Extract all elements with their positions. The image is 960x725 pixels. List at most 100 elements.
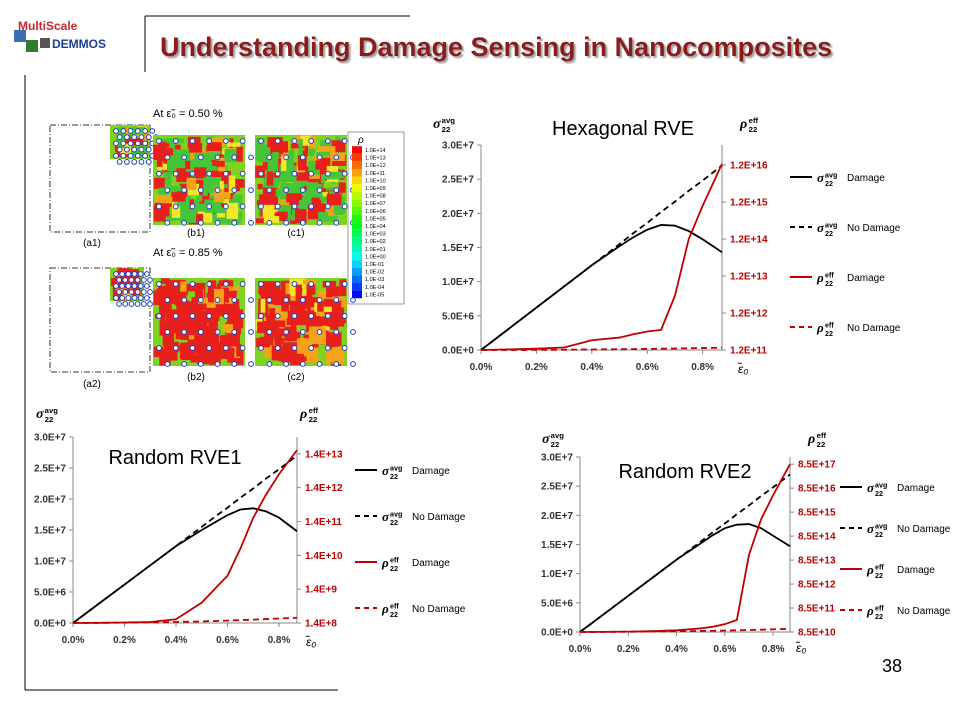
legend-label: Damage	[412, 558, 450, 569]
colorbar-label: 1.0E+07	[365, 201, 386, 207]
symbol-sup: avg	[825, 171, 837, 179]
fiber	[134, 152, 141, 159]
fiber	[214, 187, 221, 193]
fiber	[248, 361, 254, 367]
symbol-sub: 22	[825, 230, 833, 238]
x-tick-label: 0.0%	[470, 362, 493, 373]
contour-cell	[216, 349, 230, 357]
y2-tick-label: 8.5E+13	[798, 556, 836, 567]
symbol: ρ	[739, 117, 747, 132]
fiber	[128, 277, 135, 283]
contour-cell	[174, 291, 187, 306]
series-line	[579, 523, 791, 633]
y-tick-label: 5.0E+6	[442, 311, 474, 322]
fiber	[333, 361, 340, 367]
contour-cell	[188, 335, 195, 340]
contour-cell	[221, 342, 232, 348]
x-axis-label: ε̃₀	[737, 361, 748, 376]
contour-cell	[226, 202, 239, 219]
contour-cell	[219, 180, 224, 190]
contour-cell	[329, 336, 339, 354]
legend-label: Damage	[412, 466, 450, 477]
contour-cell	[257, 183, 263, 190]
contour-cell	[196, 354, 214, 365]
contour-cell	[262, 157, 270, 171]
x-tick-label: 0.4%	[165, 635, 188, 646]
fiber	[172, 281, 179, 287]
contour-cell	[110, 278, 123, 287]
contour-cell	[305, 302, 315, 308]
y-tick-label: 3.0E+7	[34, 433, 66, 444]
fiber	[156, 203, 162, 210]
symbol-sub: 22	[817, 440, 826, 449]
legend-label: No Damage	[897, 524, 951, 535]
fiber	[291, 281, 298, 287]
series-line	[72, 616, 298, 624]
fiber	[116, 146, 123, 153]
y-tick-label: 1.5E+7	[442, 243, 474, 254]
colorbar-label: 1.0E+10	[365, 178, 386, 184]
contour-cell	[256, 151, 263, 161]
contour-cell	[194, 296, 199, 309]
contour-cell	[290, 208, 296, 221]
y-tick-label: 2.5E+7	[541, 482, 573, 493]
symbol-sub: 22	[875, 613, 883, 621]
contour-cell	[160, 278, 170, 284]
contour-cell	[289, 331, 301, 341]
fiber	[116, 277, 122, 283]
contour-cell	[315, 160, 321, 170]
fiber	[142, 128, 148, 134]
symbol-sup: eff	[825, 271, 834, 279]
symbol-sub: 22	[390, 473, 398, 481]
fiber	[248, 297, 254, 303]
contour-plot	[255, 278, 356, 367]
contour-cell	[169, 285, 179, 304]
fiber	[131, 146, 138, 153]
colorbar-swatch	[352, 161, 362, 169]
contour-cell	[198, 297, 216, 308]
contour-cell	[158, 187, 169, 195]
fiber	[144, 271, 150, 277]
colorbar-swatch	[352, 176, 362, 185]
fiber	[131, 271, 138, 277]
fiber	[172, 138, 179, 144]
contour-cell	[224, 149, 237, 163]
fiber	[350, 297, 356, 303]
fiber	[113, 271, 119, 277]
contour-cell	[300, 135, 312, 146]
symbol: σ	[433, 117, 441, 132]
contour-cell	[326, 349, 345, 363]
contour-cell	[341, 301, 347, 308]
contour-cell	[207, 289, 214, 303]
fiber	[223, 203, 229, 210]
fiber	[214, 329, 221, 335]
y-tick-label: 1.5E+7	[34, 526, 66, 537]
y-tick-label: 3.0E+7	[442, 141, 474, 152]
contour-cell	[213, 314, 218, 331]
fiber	[308, 345, 315, 351]
x-tick-label: 0.4%	[580, 362, 603, 373]
colorbar-swatch	[352, 260, 362, 268]
contour-cell	[326, 193, 342, 206]
contour-cell	[196, 289, 203, 299]
contour-cell	[185, 321, 196, 339]
symbol: σ	[382, 509, 390, 524]
y-tick-label: 0.0E+0	[34, 619, 66, 630]
symbol: ρ	[807, 432, 815, 447]
panel-label: (b1)	[187, 228, 205, 239]
contour-cell	[282, 217, 295, 222]
colorbar-swatch	[352, 267, 362, 276]
contour-cell	[158, 141, 170, 148]
contour-plot	[153, 278, 254, 367]
fiber	[144, 283, 150, 289]
symbol-sup: eff	[749, 116, 759, 125]
symbol-sub: 22	[309, 415, 318, 424]
fiber	[147, 301, 153, 307]
y2-tick-label: 8.5E+10	[798, 628, 836, 639]
colorbar-label: 1.0E-03	[365, 277, 384, 283]
contour-cell	[319, 157, 331, 166]
fiber	[299, 187, 306, 193]
fiber	[197, 187, 204, 193]
fiber	[113, 295, 119, 301]
